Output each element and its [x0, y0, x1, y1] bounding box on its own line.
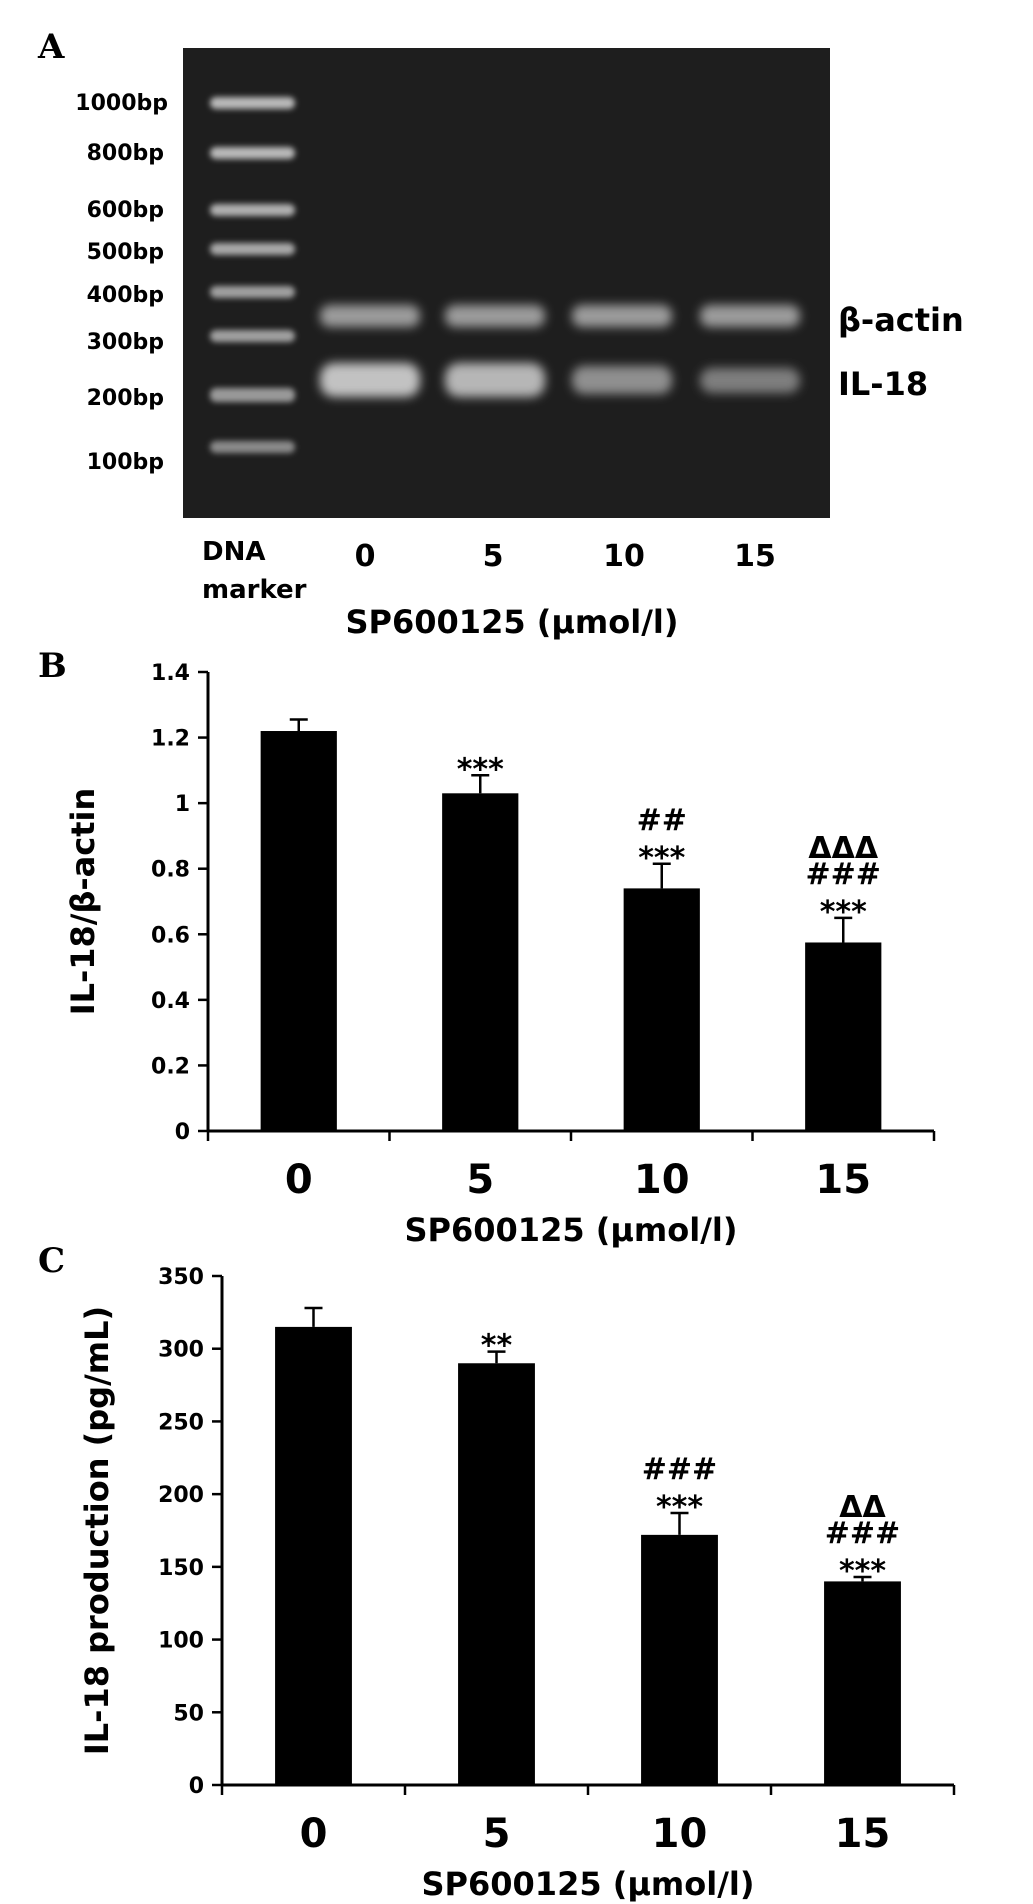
ladder-band-300: [210, 330, 295, 342]
y-tick-label: 0.2: [151, 1054, 190, 1079]
x-tick-label: 10: [652, 1811, 708, 1857]
x-tick-label: 15: [835, 1811, 891, 1857]
ladder-label-200: 200bp: [87, 386, 164, 411]
band-beta-actin-15: [700, 305, 800, 327]
y-tick-label: 0: [175, 1120, 190, 1145]
ladder-label-100: 100bp: [87, 450, 164, 475]
ladder-bands: [210, 97, 295, 453]
x-tick-label: 0: [300, 1811, 328, 1857]
lane-label-0: 0: [355, 539, 376, 574]
ladder-label-1000: 1000bp: [75, 91, 168, 116]
ladder-label-600: 600bp: [87, 198, 164, 223]
significance-marker: **: [481, 1329, 513, 1364]
bar-15: [805, 942, 882, 1131]
ladder-label-400: 400bp: [87, 283, 164, 308]
significance-marker: ###: [825, 1516, 900, 1551]
ladder-label-800: 800bp: [87, 141, 164, 166]
panel-c-letter: C: [38, 1241, 65, 1281]
y-tick-label: 0: [189, 1774, 204, 1799]
ladder-band-800: [210, 147, 295, 159]
band-il18-15: [700, 368, 800, 393]
significance-marker: ***: [656, 1490, 703, 1525]
band-beta-actin-10: [572, 305, 672, 327]
ladder-label-300: 300bp: [87, 330, 164, 355]
band-il18-0: [320, 363, 420, 397]
band-label-beta-actin: β-actin: [838, 301, 964, 339]
panel-a-letter: A: [37, 27, 65, 67]
y-tick-label: 100: [158, 1629, 204, 1654]
y-tick-label: 0.8: [151, 858, 190, 883]
gel-x-axis-label: SP600125 (μmol/l): [346, 603, 679, 641]
chart-c: 0501001502002503003500**5***###10***###Δ…: [78, 1265, 956, 1903]
y-tick-label: 250: [158, 1410, 204, 1435]
y-axis-label: IL-18/β-actin: [64, 788, 102, 1016]
band-label-il18: IL-18: [838, 365, 928, 403]
y-axis-label: IL-18 production (pg/mL): [78, 1306, 116, 1755]
band-il18-10: [572, 366, 672, 394]
ladder-band-100: [210, 441, 295, 453]
gel-image: [183, 48, 830, 518]
sample-bands: [320, 305, 800, 397]
significance-marker: ***: [839, 1554, 886, 1589]
band-beta-actin-5: [445, 305, 545, 327]
ladder-label-500: 500bp: [87, 240, 164, 265]
marker-label-line1: DNA: [202, 537, 265, 567]
lane-label-10: 10: [603, 539, 645, 574]
x-tick-label: 5: [483, 1811, 511, 1857]
chart-b: 00.20.40.60.811.21.40***5***##10***###ΔΔ…: [64, 661, 936, 1249]
y-tick-label: 300: [158, 1338, 204, 1363]
bar-0: [260, 731, 337, 1131]
ladder-band-200: [210, 388, 295, 402]
y-tick-label: 1: [175, 792, 190, 817]
y-tick-label: 1.4: [151, 661, 190, 686]
panel-a: A 1000bp 800bp 600bp 500bp: [37, 27, 964, 641]
y-tick-label: 1.2: [151, 727, 190, 752]
band-beta-actin-0: [320, 305, 420, 327]
significance-marker: ΔΔΔ: [808, 831, 878, 866]
bar-0: [275, 1326, 352, 1785]
x-tick-label: 0: [285, 1157, 313, 1203]
y-tick-label: 0.4: [151, 989, 190, 1014]
y-tick-label: 200: [158, 1483, 204, 1508]
x-axis-label: SP600125 (μmol/l): [405, 1211, 738, 1249]
x-tick-label: 10: [634, 1157, 690, 1203]
significance-marker: ##: [637, 803, 687, 838]
significance-marker: ***: [638, 841, 685, 876]
x-tick-label: 15: [815, 1157, 871, 1203]
bar-10: [641, 1534, 718, 1785]
lane-label-15: 15: [734, 539, 776, 574]
y-tick-label: 350: [158, 1265, 204, 1290]
bar-10: [623, 888, 700, 1131]
y-tick-label: 150: [158, 1556, 204, 1581]
marker-label-line2: marker: [202, 575, 307, 605]
significance-marker: ###: [806, 857, 881, 892]
ladder-band-500: [210, 243, 295, 255]
y-tick-label: 50: [173, 1701, 204, 1726]
significance-marker: ***: [457, 752, 504, 787]
bar-5: [442, 793, 519, 1131]
significance-marker: ***: [820, 895, 867, 930]
significance-marker: ###: [642, 1452, 717, 1487]
band-il18-5: [445, 363, 545, 397]
ladder-band-1000: [210, 97, 295, 109]
panel-b-letter: B: [38, 646, 67, 686]
ladder-band-400: [210, 286, 295, 298]
significance-marker: ΔΔ: [839, 1490, 886, 1525]
lane-label-5: 5: [483, 539, 504, 574]
y-tick-label: 0.6: [151, 923, 190, 948]
bar-5: [458, 1363, 535, 1785]
x-axis-label: SP600125 (μmol/l): [422, 1865, 755, 1903]
x-tick-label: 5: [466, 1157, 494, 1203]
bar-15: [824, 1581, 901, 1785]
ladder-band-600: [210, 204, 295, 216]
